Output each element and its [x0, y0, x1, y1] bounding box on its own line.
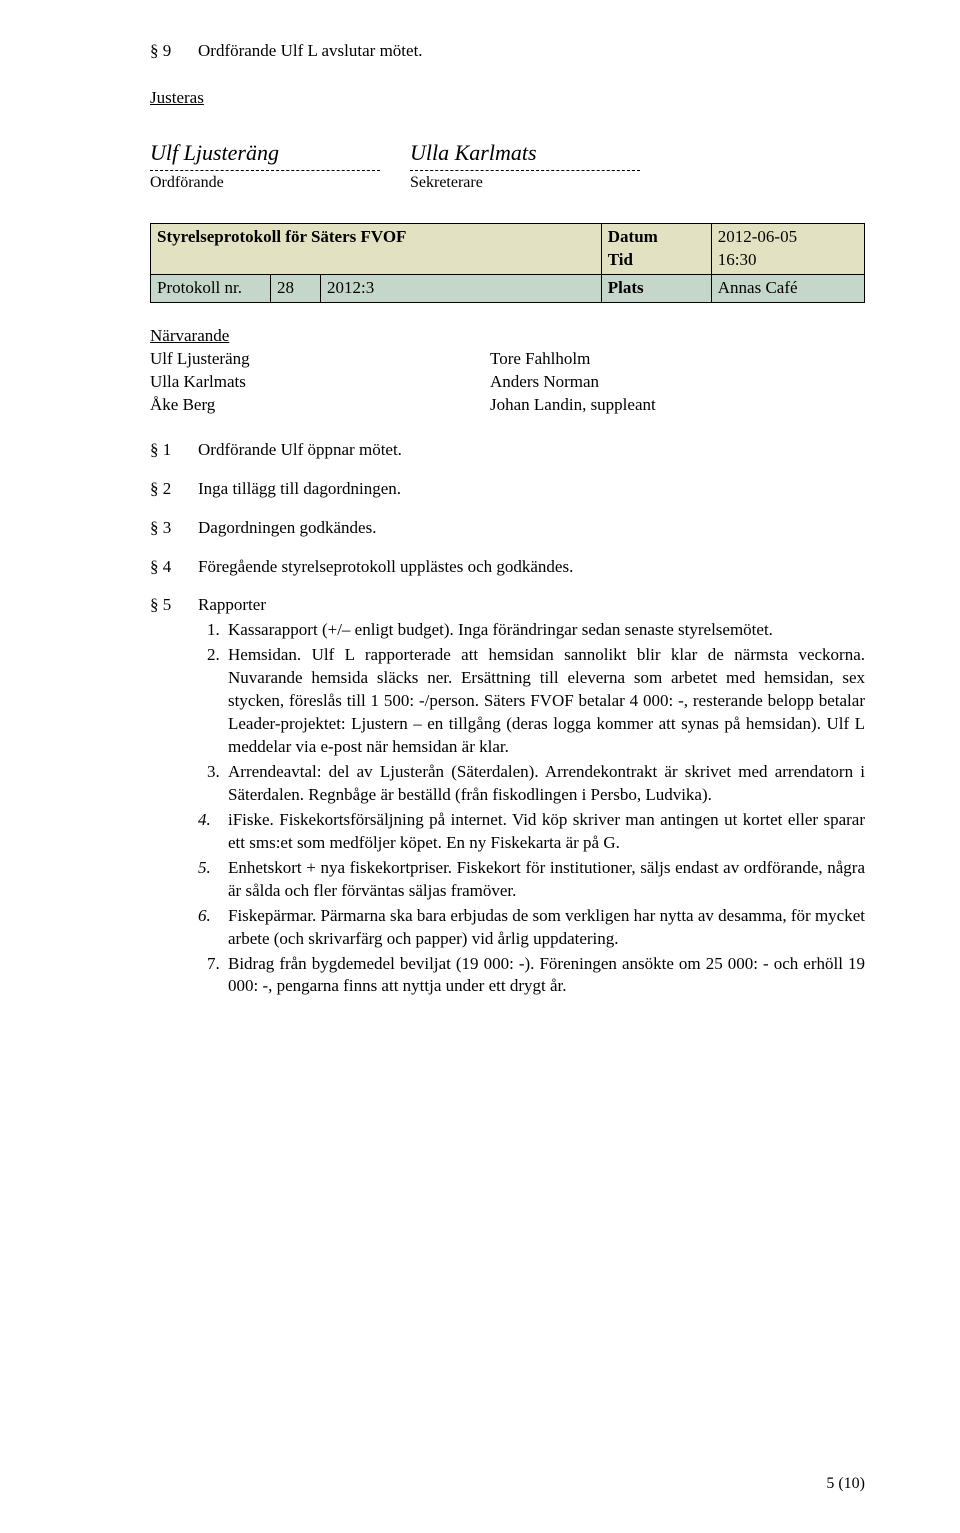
protocol-plats-value: Annas Café	[711, 275, 864, 303]
attendees-right: Tore Fahlholm Anders Norman Johan Landin…	[490, 325, 865, 417]
rapporter-item: Kassarapport (+/– enligt budget). Inga f…	[224, 619, 865, 642]
protocol-row-top: Styrelseprotokoll för Säters FVOF Datum …	[151, 224, 865, 275]
signature-chair: Ulf Ljusteräng Ordförande	[150, 138, 410, 193]
protocol-header-table: Styrelseprotokoll för Säters FVOF Datum …	[150, 223, 865, 303]
attendees-left: Närvarande Ulf Ljusteräng Ulla Karlmats …	[150, 325, 490, 417]
rapporter-item: 6.Fiskepärmar. Pärmarna ska bara erbjuda…	[224, 905, 865, 951]
section-text: Föregående styrelseprotokoll upplästes o…	[198, 556, 865, 579]
protocol-datum-label: Datum Tid	[601, 224, 711, 275]
section-text: Dagordningen godkändes.	[198, 517, 865, 540]
protocol-title: Styrelseprotokoll för Säters FVOF	[151, 224, 602, 275]
section-body: Rapporter Kassarapport (+/– enligt budge…	[198, 594, 865, 1000]
section-rapporter: § 5 Rapporter Kassarapport (+/– enligt b…	[150, 594, 865, 1000]
signature-secretary: Ulla Karlmats Sekreterare	[410, 138, 670, 193]
signature-role: Sekreterare	[410, 172, 670, 194]
rapporter-item: 4.iFiske. Fiskekortsförsäljning på inter…	[224, 809, 865, 855]
section-text: Ordförande Ulf L avslutar mötet.	[198, 40, 865, 63]
protocol-nr-2: 2012:3	[321, 275, 602, 303]
section-closing: § 9 Ordförande Ulf L avslutar mötet.	[150, 40, 865, 63]
signature-name: Ulla Karlmats	[410, 138, 670, 168]
signature-role: Ordförande	[150, 172, 410, 194]
attendee: Åke Berg	[150, 394, 490, 417]
section-number: § 1	[150, 439, 180, 462]
attendee: Anders Norman	[490, 371, 865, 394]
section-number: § 3	[150, 517, 180, 540]
rapporter-item: Hemsidan. Ulf L rapporterade att hemsida…	[224, 644, 865, 759]
signature-separator	[410, 170, 640, 171]
rapporter-item: 5.Enhetskort + nya fiskekortpriser. Fisk…	[224, 857, 865, 903]
section-text: Inga tillägg till dagordningen.	[198, 478, 865, 501]
section-number: § 4	[150, 556, 180, 579]
label-text: Tid	[608, 249, 705, 272]
rapporter-list: Kassarapport (+/– enligt budget). Inga f…	[198, 619, 865, 998]
attendee: Ulf Ljusteräng	[150, 348, 490, 371]
attendee: Tore Fahlholm	[490, 348, 865, 371]
section-number: § 5	[150, 594, 180, 1000]
attendees-heading: Närvarande	[150, 325, 490, 348]
attendee: Ulla Karlmats	[150, 371, 490, 394]
value-text: 2012-06-05	[718, 226, 858, 249]
attendees-block: Närvarande Ulf Ljusteräng Ulla Karlmats …	[150, 325, 865, 417]
rapporter-label: Rapporter	[198, 594, 865, 617]
section-item: § 1 Ordförande Ulf öppnar mötet.	[150, 439, 865, 462]
signature-separator	[150, 170, 380, 171]
justeras-heading: Justeras	[150, 87, 865, 110]
section-number: § 9	[150, 40, 180, 63]
section-number: § 2	[150, 478, 180, 501]
page-number: 5 (10)	[826, 1473, 865, 1495]
section-item: § 4 Föregående styrelseprotokoll uppläste…	[150, 556, 865, 579]
label-text: Datum	[608, 226, 705, 249]
protocol-row-bottom: Protokoll nr. 28 2012:3 Plats Annas Café	[151, 275, 865, 303]
section-item: § 2 Inga tillägg till dagordningen.	[150, 478, 865, 501]
protocol-plats-label: Plats	[601, 275, 711, 303]
signature-row: Ulf Ljusteräng Ordförande Ulla Karlmats …	[150, 138, 865, 193]
signature-name: Ulf Ljusteräng	[150, 138, 410, 168]
section-text: Ordförande Ulf öppnar mötet.	[198, 439, 865, 462]
rapporter-item: Bidrag från bygdemedel beviljat (19 000:…	[224, 953, 865, 999]
section-item: § 3 Dagordningen godkändes.	[150, 517, 865, 540]
protocol-nr-1: 28	[271, 275, 321, 303]
protocol-nr-label: Protokoll nr.	[151, 275, 271, 303]
value-text: 16:30	[718, 249, 858, 272]
attendee: Johan Landin, suppleant	[490, 394, 865, 417]
protocol-datum-value: 2012-06-05 16:30	[711, 224, 864, 275]
rapporter-item: Arrendeavtal: del av Ljusterån (Säterdal…	[224, 761, 865, 807]
